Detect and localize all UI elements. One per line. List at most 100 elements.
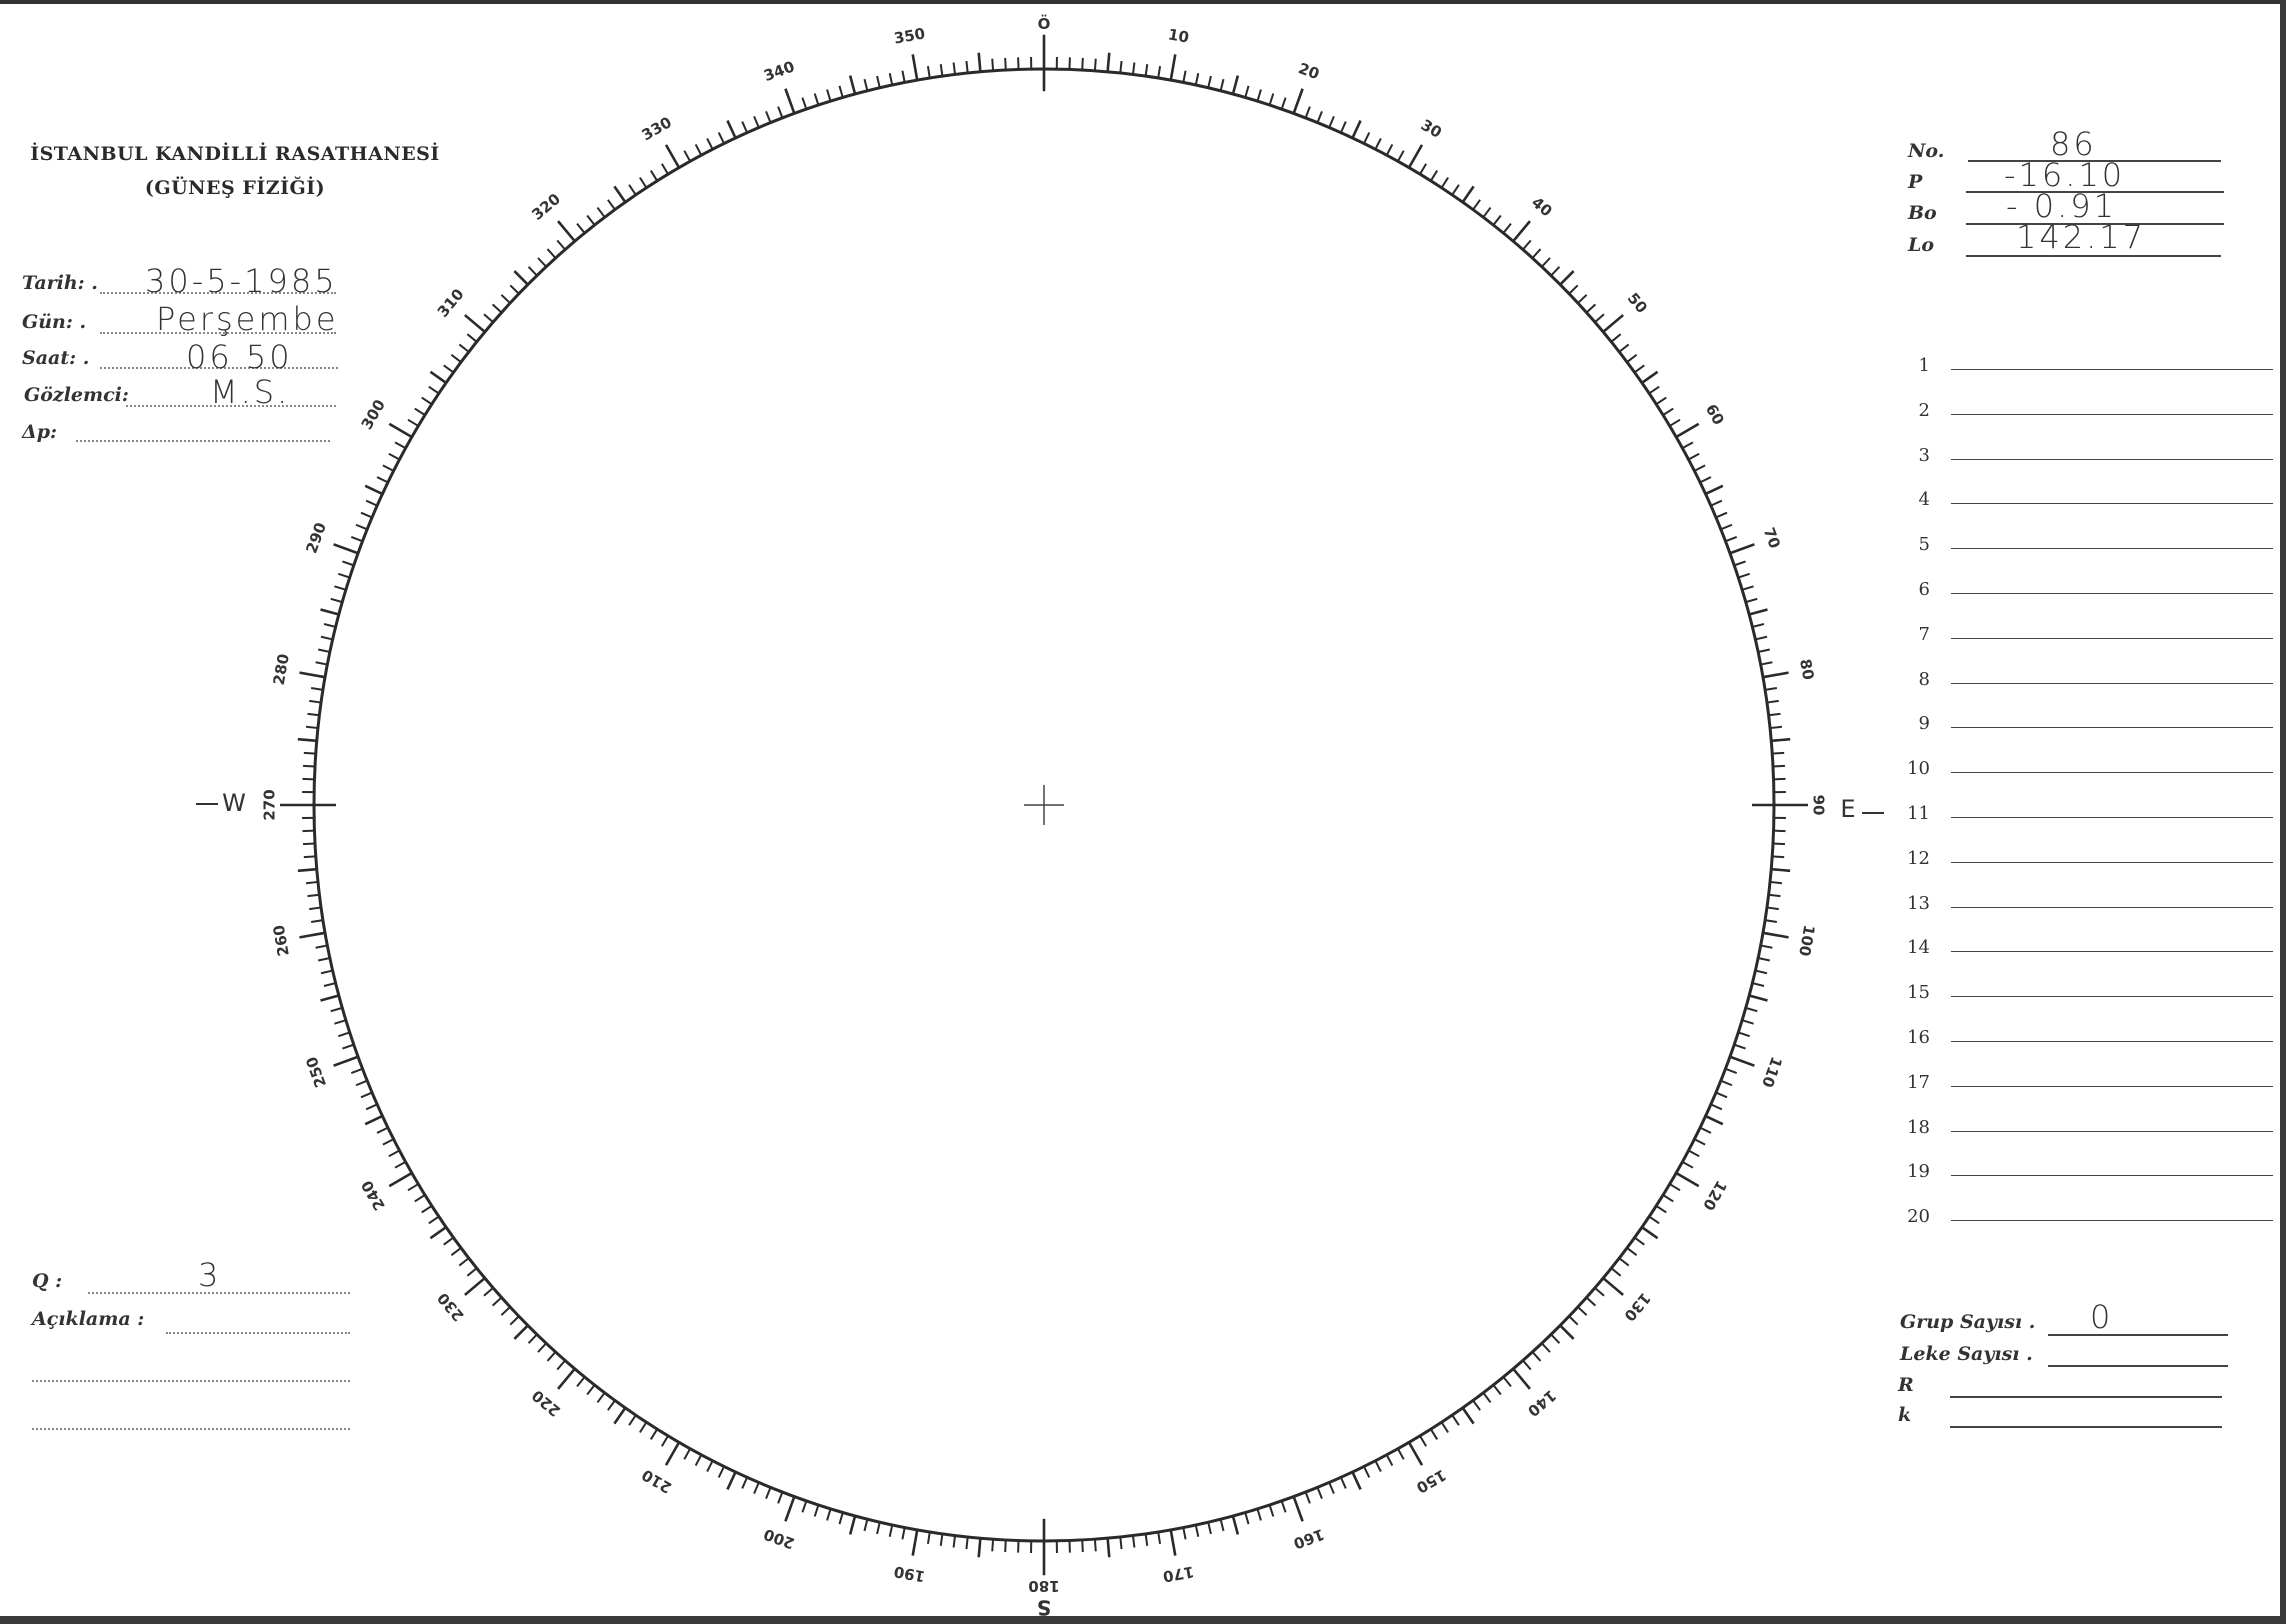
q-value[interactable]: 3 xyxy=(198,1256,222,1294)
degree-tick xyxy=(939,1533,944,1546)
row-number: 14 xyxy=(1907,937,1930,959)
row-line[interactable] xyxy=(1951,1220,2273,1222)
degree-tick xyxy=(500,1306,511,1316)
bo-value[interactable]: - 0.91 xyxy=(2006,187,2117,225)
row-line[interactable] xyxy=(1951,1041,2273,1042)
row-line[interactable] xyxy=(1951,637,2273,639)
degree-tick xyxy=(1585,303,1597,314)
row-line[interactable] xyxy=(1951,458,2273,460)
degree-tick xyxy=(1280,1500,1287,1513)
row-line[interactable] xyxy=(1951,682,2273,684)
row-line[interactable] xyxy=(1951,1175,2273,1177)
degree-tick xyxy=(513,270,529,286)
observer-value[interactable]: M.S. xyxy=(210,373,291,411)
degree-tick xyxy=(1194,73,1200,86)
degree-tick xyxy=(706,137,714,150)
degree-tick xyxy=(302,764,316,768)
degree-tick xyxy=(382,1138,395,1146)
degree-tick xyxy=(1762,931,1789,939)
time-value[interactable]: 06 50 xyxy=(186,338,293,376)
row-number: 5 xyxy=(1918,534,1930,556)
degree-tick xyxy=(342,1043,355,1050)
row-line[interactable] xyxy=(1951,548,2273,550)
row-line[interactable] xyxy=(1951,906,2273,908)
row-line[interactable] xyxy=(1951,413,2273,415)
scan-edge-right xyxy=(2280,0,2286,1624)
p-angle-value[interactable]: -16.10 xyxy=(2004,156,2126,194)
degree-tick xyxy=(777,1491,784,1504)
degree-tick xyxy=(1752,623,1765,628)
row-number: 11 xyxy=(1907,803,1930,824)
degree-tick xyxy=(1351,1471,1362,1490)
degree-label: 170 xyxy=(1162,1562,1196,1585)
degree-tick xyxy=(1407,1441,1424,1466)
degree-tick xyxy=(1610,333,1622,343)
number-value[interactable]: 86 xyxy=(2050,125,2097,163)
day-value[interactable]: Perşembe xyxy=(156,300,339,338)
degree-tick xyxy=(1768,893,1781,898)
degree-tick xyxy=(1559,1324,1575,1340)
row-line[interactable] xyxy=(1951,861,2273,863)
row-number: 6 xyxy=(1918,579,1930,600)
delta-p-line[interactable] xyxy=(76,440,330,442)
row-line[interactable] xyxy=(1951,593,2273,594)
degree-label: 220 xyxy=(528,1386,564,1420)
degree-tick xyxy=(1461,185,1475,203)
degree-tick xyxy=(1304,1491,1311,1504)
degree-tick xyxy=(302,842,316,846)
degree-tick xyxy=(1633,1236,1645,1246)
degree-tick xyxy=(330,1006,343,1013)
degree-tick xyxy=(1764,686,1778,691)
row-number: 1 xyxy=(1918,355,1930,376)
degree-tick xyxy=(1768,712,1781,717)
row-line[interactable] xyxy=(1951,817,2273,818)
degree-tick xyxy=(1720,523,1733,531)
row-number: 18 xyxy=(1907,1116,1930,1138)
row-line[interactable] xyxy=(1951,996,2273,998)
remarks-line-3[interactable] xyxy=(32,1428,350,1430)
degree-tick xyxy=(1772,751,1785,755)
degree-tick xyxy=(443,1236,455,1246)
scan-edge-top xyxy=(0,0,2286,4)
row-line[interactable] xyxy=(1951,503,2273,505)
degree-tick xyxy=(307,893,320,898)
row-line[interactable] xyxy=(1951,727,2273,729)
degree-tick xyxy=(1568,284,1579,295)
degree-tick xyxy=(491,303,503,314)
group-count-value[interactable]: 0 xyxy=(2090,1298,2114,1336)
spot-count-line[interactable] xyxy=(2048,1365,2228,1367)
degree-tick xyxy=(1745,597,1758,604)
degree-tick xyxy=(1705,1114,1724,1126)
r-line[interactable] xyxy=(1950,1396,2222,1398)
remarks-line-1[interactable] xyxy=(166,1332,350,1334)
degree-label: 210 xyxy=(639,1466,675,1497)
row-line[interactable] xyxy=(1951,951,2273,953)
row-line[interactable] xyxy=(1951,1085,2273,1087)
degree-label: 290 xyxy=(302,520,330,556)
k-line[interactable] xyxy=(1950,1426,2222,1428)
degree-tick xyxy=(1440,177,1449,189)
degree-tick xyxy=(305,880,319,885)
row-line[interactable] xyxy=(1951,1130,2273,1132)
degree-tick xyxy=(546,1351,557,1362)
degree-label: 200 xyxy=(761,1525,797,1553)
row-number: 12 xyxy=(1907,847,1930,869)
degree-tick xyxy=(876,75,881,89)
degree-tick xyxy=(1144,1533,1149,1546)
remarks-line-2[interactable] xyxy=(32,1380,350,1382)
date-value[interactable]: 30-5-1985 xyxy=(145,262,338,300)
degree-ticks xyxy=(280,34,1808,1576)
degree-tick xyxy=(1585,1296,1597,1307)
degree-tick xyxy=(464,314,486,333)
degree-tick xyxy=(1292,1496,1304,1522)
degree-tick xyxy=(1182,70,1187,83)
row-line[interactable] xyxy=(1951,772,2273,774)
degree-tick xyxy=(965,1536,969,1550)
cardinal-markers: E W S xyxy=(196,789,1884,1620)
degree-tick xyxy=(977,1538,982,1558)
degree-tick xyxy=(388,1171,413,1188)
row-line[interactable] xyxy=(1951,369,2273,370)
degree-tick xyxy=(586,1384,596,1396)
lo-value[interactable]: 142.17 xyxy=(2016,218,2146,256)
